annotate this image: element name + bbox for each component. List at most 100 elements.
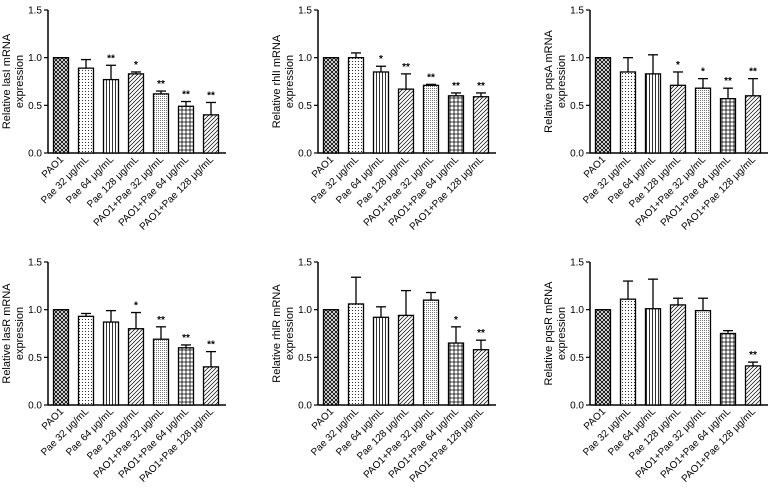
bar <box>719 98 737 154</box>
y-axis-label: Relative rhlR mRNA <box>271 284 283 383</box>
bar <box>322 309 340 406</box>
y-tick-label: 0.5 <box>298 101 312 112</box>
bar <box>397 88 415 154</box>
bar <box>594 309 612 406</box>
significance-marker: ** <box>477 328 485 339</box>
y-tick-label: 0.5 <box>570 353 584 364</box>
bar <box>127 328 145 406</box>
significance-marker: ** <box>207 90 215 101</box>
chart-panel-2: 0.0 0.5 1.0 1.5 Relative rhlI mRNA expression… <box>271 6 496 233</box>
significance-marker: ** <box>477 81 485 92</box>
y-tick-label: 0.0 <box>298 149 312 160</box>
bar <box>669 304 687 406</box>
significance-marker: ** <box>107 53 115 64</box>
significance-marker: ** <box>427 72 435 83</box>
chart-panel-6: 0.0 0.5 1.0 1.5 Relative pqsR mRNA expression… <box>543 258 768 485</box>
y-tick-label: 0.0 <box>28 401 42 412</box>
y-tick-label: 1.5 <box>28 6 42 17</box>
bar <box>644 308 662 406</box>
significance-marker: * <box>676 60 680 71</box>
chart-panel-5: 0.0 0.5 1.0 1.5 Relative rhlR mRNA expression… <box>271 258 496 485</box>
significance-marker: ** <box>749 350 757 361</box>
bar <box>177 105 195 154</box>
bar <box>422 299 440 406</box>
significance-marker: ** <box>402 62 410 73</box>
y-tick-label: 1.0 <box>298 305 312 316</box>
bar <box>472 349 490 406</box>
y-tick-label: 1.5 <box>298 6 312 17</box>
bar <box>77 67 95 154</box>
bar <box>52 57 70 154</box>
y-tick-label: 0.0 <box>570 149 584 160</box>
significance-marker: ** <box>182 90 190 101</box>
bar <box>372 316 390 406</box>
y-tick-label: 1.0 <box>298 53 312 64</box>
bar <box>347 303 365 406</box>
significance-marker: ** <box>749 67 757 78</box>
y-tick-label: 0.5 <box>298 353 312 364</box>
bar <box>52 309 70 406</box>
y-axis-label: expression <box>284 55 296 108</box>
chart-panel-1: 0.0 0.5 1.0 1.5 Relative lasI mRNA expression… <box>1 6 226 233</box>
significance-marker: * <box>701 67 705 78</box>
y-tick-label: 0.0 <box>28 149 42 160</box>
bar <box>447 342 465 406</box>
y-tick-label: 0.0 <box>298 401 312 412</box>
y-tick-label: 1.0 <box>570 53 584 64</box>
bar <box>594 57 612 154</box>
bar <box>202 114 220 154</box>
bar <box>102 78 120 154</box>
y-tick-label: 0.5 <box>570 101 584 112</box>
bar <box>619 71 637 154</box>
bar <box>152 338 170 406</box>
significance-marker: ** <box>182 333 190 344</box>
significance-marker: * <box>134 301 138 312</box>
significance-marker: ** <box>452 81 460 92</box>
y-tick-label: 1.0 <box>28 305 42 316</box>
y-tick-label: 1.5 <box>298 258 312 269</box>
y-axis-label: Relative pqsA mRNA <box>543 29 555 132</box>
bar <box>694 309 712 406</box>
bar <box>669 84 687 154</box>
y-tick-label: 1.5 <box>570 6 584 17</box>
significance-marker: ** <box>207 340 215 351</box>
bar <box>372 71 390 154</box>
bar <box>347 57 365 154</box>
y-axis-label: expression <box>556 307 568 360</box>
bar <box>694 87 712 154</box>
y-tick-label: 0.0 <box>570 401 584 412</box>
bar <box>127 73 145 154</box>
bar <box>102 321 120 406</box>
y-axis-label: expression <box>556 55 568 108</box>
y-axis-label: expression <box>14 307 26 360</box>
bar <box>152 93 170 154</box>
significance-marker: ** <box>157 315 165 326</box>
y-axis-label: expression <box>14 55 26 108</box>
y-tick-label: 1.0 <box>570 305 584 316</box>
bar <box>202 366 220 406</box>
significance-marker: * <box>379 54 383 65</box>
y-tick-label: 1.5 <box>570 258 584 269</box>
y-axis-label: Relative rhlI mRNA <box>271 34 283 128</box>
significance-marker: ** <box>157 79 165 90</box>
bar <box>447 95 465 154</box>
bar <box>744 95 762 154</box>
chart-panel-4: 0.0 0.5 1.0 1.5 Relative lasR mRNA expression… <box>1 258 226 485</box>
y-tick-label: 1.5 <box>28 258 42 269</box>
y-tick-label: 0.5 <box>28 353 42 364</box>
bar <box>719 332 737 406</box>
bar <box>322 57 340 154</box>
bar <box>177 347 195 406</box>
bar <box>397 314 415 406</box>
y-axis-label: Relative lasR mRNA <box>1 283 13 384</box>
y-axis-label: expression <box>284 307 296 360</box>
bar <box>422 84 440 154</box>
significance-marker: * <box>134 60 138 71</box>
y-axis-label: Relative pqsR mRNA <box>543 281 555 386</box>
significance-marker: * <box>454 315 458 326</box>
bar <box>77 315 95 406</box>
bar <box>744 365 762 406</box>
bar <box>644 73 662 154</box>
chart-panel-3: 0.0 0.5 1.0 1.5 Relative pqsA mRNA expression… <box>543 6 768 233</box>
